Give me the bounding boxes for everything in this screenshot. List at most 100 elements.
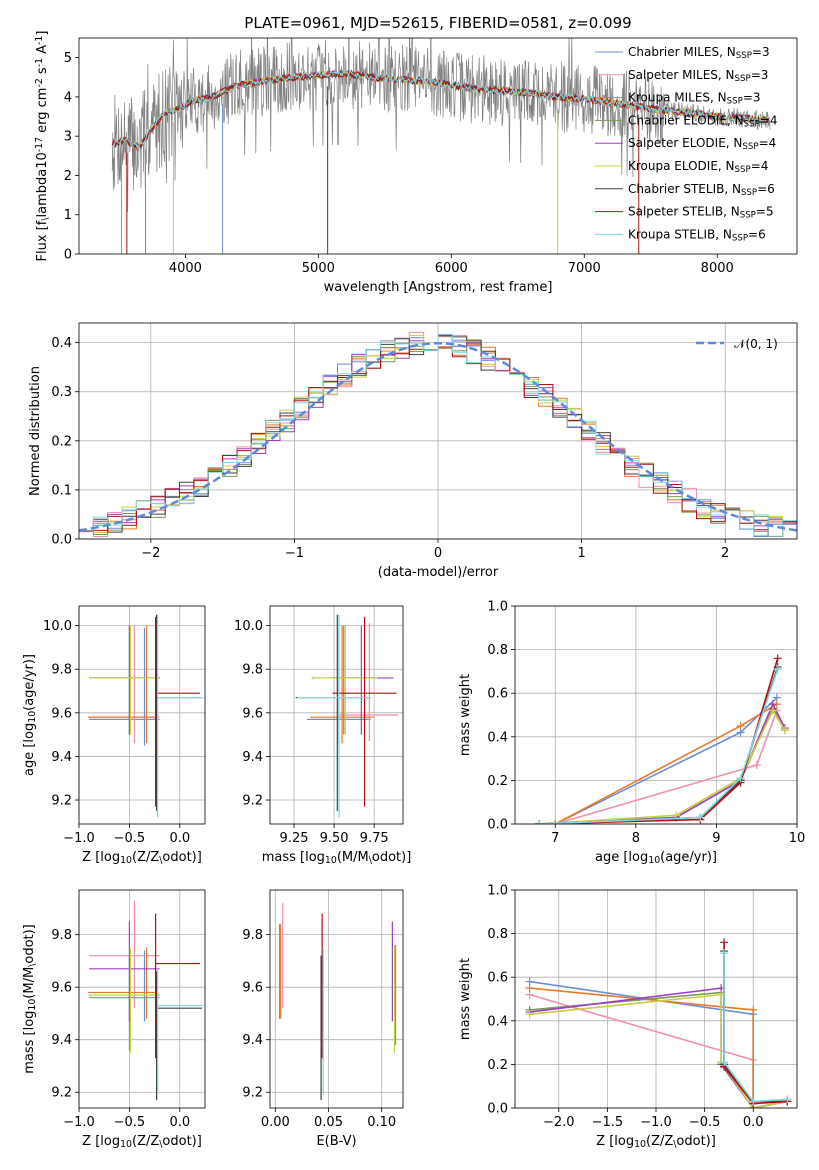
figure-title: PLATE=0961, MJD=52615, FIBERID=0581, z=0… [244, 14, 631, 32]
weight_Z-marker-kroupa_stelib [720, 949, 729, 958]
age_Z-xtick-label: −0.5 [114, 831, 146, 846]
weight_age-grid [515, 605, 798, 825]
spectrum-xtick-label: 4000 [169, 261, 202, 276]
age_Z-xtick-label: 0.0 [169, 831, 190, 846]
mass_ebv-xtick-label: 0.10 [367, 1115, 396, 1130]
residuals-ylabel: Normed distribution [28, 366, 43, 496]
weight_age-marker-kroupa_stelib [773, 665, 782, 674]
residuals-ytick-label: 0.0 [51, 533, 72, 548]
spectrum-ylabel: Flux [f\lambda10-17 erg cm-2 s-1 A-1] [34, 31, 51, 262]
weight_Z-marker-kroupa_miles [525, 984, 534, 993]
mass_Z-point-chabrier_stelib [156, 971, 202, 1101]
age_mass-point-salpeter_stelib [332, 616, 397, 807]
age_Z-ytick-label: 9.4 [51, 750, 72, 765]
weight_Z-ylabel: mass weight [458, 958, 473, 1040]
spectrum-ytick-label: 4 [64, 90, 72, 105]
age_Z-ylabel: age [log10(age/yr)] [22, 654, 38, 776]
mass_ebv-grid [270, 890, 403, 1108]
spectrum-xtick-label: 8000 [701, 261, 734, 276]
weight_Z-marker-kroupa_stelib [783, 1095, 792, 1104]
age_mass-point-salpeter_miles [337, 623, 399, 742]
spectrum-plot [111, 38, 771, 254]
mass_Z-xtick-label: 0.0 [169, 1115, 190, 1130]
age_Z-panel: −1.0 −0.5 0.0 9.2 9.4 9.6 9.8 10.0 Z [log10(Z/Z\… [22, 605, 206, 866]
weight_age-xlabel: age [log10(age/yr)] [595, 850, 717, 866]
spectrum-ytick-label: 5 [64, 51, 72, 66]
age_Z-ytick-label: 10.0 [43, 619, 72, 634]
age_Z-point-kroupa_elodie [89, 625, 159, 735]
mass_ebv-ytick-label: 9.4 [242, 1033, 263, 1048]
gaussian-curve [79, 341, 797, 532]
mass_ebv-frame [269, 889, 404, 1109]
mass_Z-xlabel: Z [log10(Z/Z\odot)] [82, 1134, 202, 1150]
age_Z-plot [88, 614, 203, 818]
mass_Z-point-chabrier_miles [89, 950, 160, 1022]
mass_ebv-ytick-label: 9.2 [242, 1086, 263, 1101]
weight_Z-xlabel: Z [log10(Z/Z\odot)] [596, 1134, 716, 1150]
weight_age-xtick-label: 9 [712, 831, 720, 846]
mass_ebv-xlabel: E(B-V) [316, 1134, 356, 1149]
legend-label-salpeter_stelib: Salpeter STELIB, NSSP=5 [628, 205, 774, 221]
weight_age-axes: 7 8 9 10 0.0 0.2 0.4 0.6 0.8 1.0 age [log10(age/yr… [458, 600, 805, 867]
weight_Z-frame [514, 889, 798, 1109]
mass_Z-xtick-label: −1.0 [63, 1115, 95, 1130]
spectrum-xlabel: wavelength [Angstrom, rest frame] [324, 280, 553, 295]
age_mass-plot [295, 614, 399, 818]
age_Z-point-salpeter_miles [89, 625, 160, 744]
age_mass-xlabel: mass [log10(M/M\odot)] [262, 850, 412, 866]
residuals-xtick-label: 1 [577, 546, 585, 561]
residuals-xtick-label: 0 [434, 546, 442, 561]
mass_Z-ytick-label: 9.4 [51, 1033, 72, 1048]
mass_ebv-ytick-label: 9.8 [242, 928, 263, 943]
age_mass-xtick-label: 9.75 [360, 831, 389, 846]
residuals-ytick-label: 0.3 [51, 385, 72, 400]
mass_Z-frame [78, 889, 206, 1109]
weight_age-ylabel: mass weight [458, 674, 473, 756]
residuals-ytick-label: 0.2 [51, 434, 72, 449]
weight_Z-ytick-label: 1.0 [487, 884, 508, 899]
age_mass-ytick-label: 9.6 [242, 706, 263, 721]
age_Z-ytick-label: 9.2 [51, 794, 72, 809]
weight_age-ytick-label: 0.4 [487, 730, 508, 745]
weight_age-xtick-label: 10 [789, 831, 806, 846]
weight_age-marker-kroupa_stelib [535, 820, 544, 824]
weight_age-series-kroupa_stelib [539, 668, 779, 824]
age_Z-point-chabrier_miles [89, 627, 160, 746]
weight_Z-ytick-label: 0.8 [487, 927, 508, 942]
age_Z-xlabel: Z [log10(Z/Z\odot)] [82, 850, 202, 866]
weight_age-series-kroupa_miles [539, 703, 778, 824]
age_mass-panel: 9.25 9.50 9.75 9.2 9.4 9.6 9.8 10.0 mass [log10(… [234, 605, 412, 866]
legend-label-chabrier_miles: Chabrier MILES, NSSP=3 [628, 45, 770, 61]
weight_Z-series-salpeter_miles [529, 993, 788, 1108]
residuals-xtick-label: −1 [285, 546, 304, 561]
weight_Z-xtick-label: −0.5 [689, 1115, 721, 1130]
spectrum-ytick-label: 2 [64, 169, 72, 184]
spectrum-ytick-label: 1 [64, 208, 72, 223]
age_mass-point-kroupa_miles [310, 625, 375, 744]
age_mass-ytick-label: 9.2 [242, 794, 263, 809]
age_Z-xtick-label: −1.0 [63, 831, 95, 846]
age_mass-point-kroupa_elodie [313, 625, 378, 735]
mass_Z-ytick-label: 9.2 [51, 1086, 72, 1101]
weight_age-marker-kroupa_miles [736, 721, 745, 730]
mass_Z-ylabel: mass [log10(M/M\odot)] [22, 924, 38, 1074]
age_Z-point-kroupa_stelib [157, 614, 203, 818]
weight_Z-xtick-label: −2.0 [543, 1115, 575, 1130]
mass_Z-xtick-label: −0.5 [114, 1115, 146, 1130]
weight_age-marker-kroupa_stelib [696, 813, 705, 822]
weight_Z-marker-kroupa_stelib [749, 1097, 758, 1106]
weight_age-ytick-label: 0.0 [487, 818, 508, 833]
residuals-plot [79, 331, 797, 537]
weight_Z-ytick-label: 0.0 [487, 1102, 508, 1117]
weight_age-ytick-label: 1.0 [487, 600, 508, 615]
legend-label-chabrier_stelib: Chabrier STELIB, NSSP=6 [628, 182, 775, 198]
residuals-frame [78, 322, 798, 540]
legend-label-salpeter_miles: Salpeter MILES, NSSP=3 [628, 68, 768, 84]
age_Z-point-salpeter_elodie [89, 625, 160, 735]
mass_ebv-axes: 0.00 0.05 0.10 9.2 9.4 9.6 9.8 E(B-V) [242, 889, 404, 1149]
age_mass-xtick-label: 9.50 [320, 831, 349, 846]
age_mass-ytick-label: 10.0 [234, 619, 263, 634]
mass_ebv-plot [278, 903, 397, 1101]
age_mass-grid [270, 606, 403, 824]
age_Z-point-kroupa_miles [88, 625, 157, 744]
